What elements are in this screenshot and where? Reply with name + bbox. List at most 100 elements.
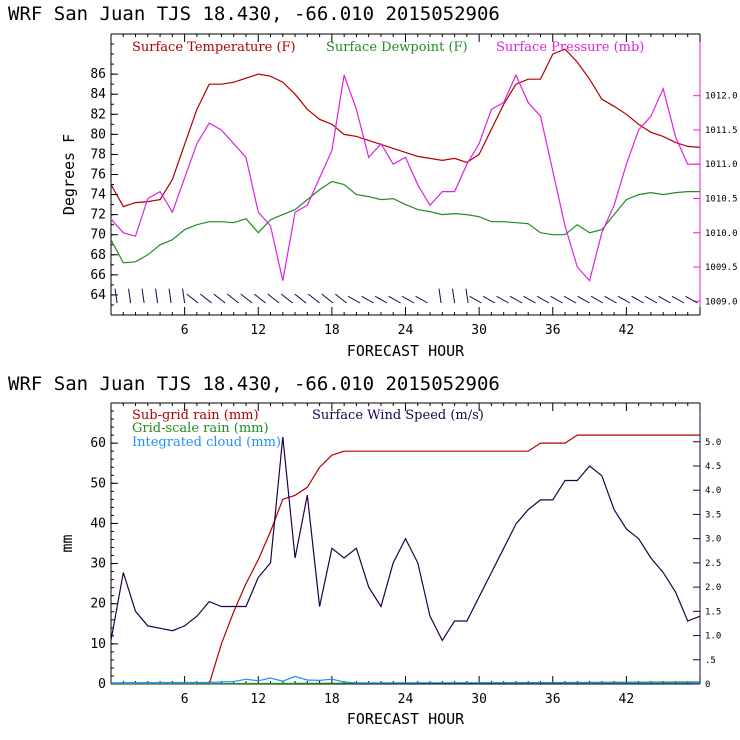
wind-barb — [227, 293, 239, 304]
wind-barb — [254, 293, 266, 304]
legend-surface-pressure-mb: Surface Pressure (mb) — [496, 40, 644, 55]
wind-barb — [563, 295, 577, 304]
legend-surface-temperature-f: Surface Temperature (F) — [132, 40, 296, 55]
y-tick-label: 66 — [90, 268, 106, 283]
wind-barb — [186, 293, 199, 304]
y2-tick-label: 3.5 — [705, 510, 721, 520]
y2-tick-label: 4.5 — [705, 462, 721, 472]
series-line-sub-grid-rain-mm — [111, 434, 700, 685]
x-tick-label: 30 — [471, 692, 487, 707]
x-tick-label: 36 — [545, 323, 561, 338]
legend-integrated-cloud-mm: Integrated cloud (mm) — [132, 435, 281, 450]
y2-tick-label: 1011.0 — [705, 160, 738, 170]
y2-tick-label: 0 — [705, 680, 710, 690]
series-line-surface-pressure-mb — [110, 73, 700, 282]
y2-tick-label: 1010.0 — [705, 229, 738, 239]
x-tick-label: 30 — [471, 323, 487, 338]
x-tick-label: 18 — [324, 323, 340, 338]
y2-tick-label: 1009.5 — [705, 263, 738, 273]
wind-barb — [213, 293, 226, 304]
x-tick-label: 12 — [250, 692, 266, 707]
series-line-surface-temperature-f — [110, 48, 701, 208]
wind-barb — [658, 295, 671, 304]
wind-barb — [141, 288, 145, 304]
x-axis-label: FORECAST HOUR — [347, 342, 465, 360]
y-tick-label: 82 — [90, 107, 106, 122]
wind-barb — [590, 295, 604, 304]
wind-barb — [321, 293, 334, 304]
y-tick-label: 60 — [90, 436, 106, 451]
legend-surface-wind-speed-m-s: Surface Wind Speed (m/s) — [312, 408, 484, 423]
y-tick-label: 40 — [90, 516, 106, 531]
x-tick-label: 42 — [619, 692, 635, 707]
x-tick-label: 36 — [545, 692, 561, 707]
y-axis-label: Degrees F — [60, 134, 78, 215]
wind-barb — [465, 288, 469, 304]
x-tick-label: 6 — [181, 323, 189, 338]
wind-barb — [240, 293, 253, 304]
wind-barb — [550, 295, 563, 304]
wind-barb — [523, 295, 536, 304]
y-tick-label: 80 — [90, 127, 106, 142]
wind-barb — [685, 295, 698, 304]
y-tick-label: 30 — [90, 557, 106, 572]
wind-barb — [335, 293, 347, 304]
wind-barb — [128, 288, 132, 304]
y2-tick-label: 1.0 — [705, 632, 721, 642]
series-line-surface-wind-speed-m-s — [110, 436, 701, 642]
wind-barb — [155, 288, 159, 304]
wind-barb — [401, 295, 415, 304]
x-tick-label: 18 — [324, 692, 340, 707]
y-tick-label: 72 — [90, 208, 106, 223]
wind-barb — [308, 293, 320, 304]
series-line-integrated-cloud-mm — [110, 675, 700, 684]
y-tick-label: 78 — [90, 147, 106, 162]
wind-barb — [631, 295, 644, 304]
wind-barb — [415, 295, 428, 304]
chart-header: WRF San Juan TJS 18.430, -66.010 2015052… — [8, 373, 500, 395]
legend-sub-grid-rain-mm: Sub-grid rain (mm) — [132, 408, 259, 423]
wind-barb — [267, 293, 280, 304]
wind-barb — [200, 293, 212, 304]
y2-tick-label: 1.5 — [705, 607, 721, 617]
wind-barb — [347, 295, 361, 304]
y-tick-label: 10 — [90, 637, 106, 652]
x-tick-label: 6 — [181, 692, 189, 707]
wind-barb — [671, 295, 685, 304]
wind-barb — [388, 295, 401, 304]
wind-barb — [536, 295, 550, 304]
y2-tick-label: 2.5 — [705, 559, 721, 569]
y-tick-label: 84 — [90, 87, 106, 102]
legend-surface-dewpoint-f: Surface Dewpoint (F) — [326, 40, 468, 55]
wind-barb — [168, 288, 172, 304]
x-axis-label: FORECAST HOUR — [347, 710, 465, 728]
wind-barb — [617, 295, 631, 304]
x-tick-label: 24 — [398, 692, 414, 707]
y-tick-label: 68 — [90, 248, 106, 263]
y2-tick-label: 4.0 — [705, 486, 721, 496]
wind-barb — [182, 288, 186, 304]
x-tick-label: 24 — [398, 323, 414, 338]
series-line-surface-dewpoint-f — [110, 180, 700, 264]
wind-barb — [114, 288, 118, 304]
y2-tick-label: 1009.0 — [705, 297, 738, 307]
y-tick-label: 74 — [90, 188, 106, 203]
y2-tick-label: .5 — [705, 656, 716, 666]
y2-tick-label: 1010.5 — [705, 194, 738, 204]
x-tick-label: 12 — [250, 323, 266, 338]
wind-barb — [438, 288, 442, 304]
y-tick-label: 50 — [90, 476, 106, 491]
wind-barb — [374, 295, 388, 304]
y2-tick-label: 3.0 — [705, 535, 721, 545]
y2-tick-label: 1011.5 — [705, 126, 738, 136]
wind-barb — [644, 295, 658, 304]
wind-barb — [294, 293, 307, 304]
y2-tick-label: 1012.0 — [705, 92, 738, 102]
wind-barb — [604, 295, 617, 304]
x-tick-label: 42 — [619, 323, 635, 338]
wind-barb — [281, 293, 293, 304]
legend-grid-scale-rain-mm: Grid-scale rain (mm) — [132, 421, 269, 436]
y-tick-label: 70 — [90, 228, 106, 243]
wind-barb — [361, 295, 374, 304]
wind-barb — [482, 295, 496, 304]
